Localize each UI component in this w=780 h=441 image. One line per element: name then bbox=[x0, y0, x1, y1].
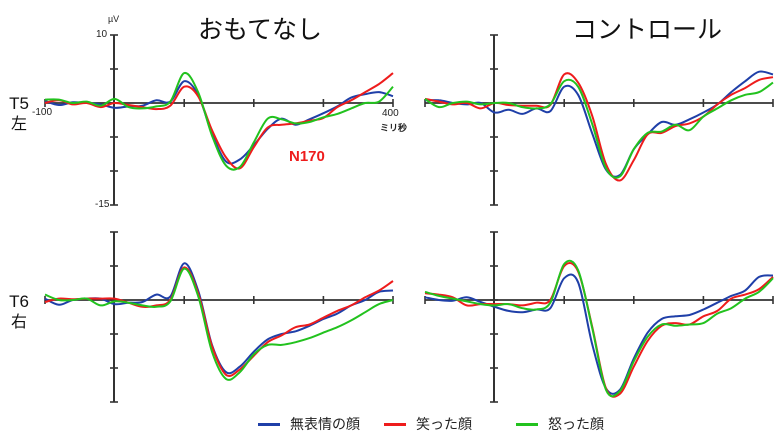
erp-line bbox=[44, 262, 394, 375]
erp-line bbox=[44, 267, 394, 381]
legend-item-smile: 笑った顔 bbox=[384, 414, 472, 434]
erp-line bbox=[424, 261, 774, 398]
legend-label-angry: 怒った顔 bbox=[548, 417, 604, 433]
erp-line bbox=[424, 78, 774, 179]
legend-label-neutral: 無表情の顔 bbox=[290, 417, 360, 433]
panel-title-left: おもてなし bbox=[198, 15, 323, 44]
y-unit-label: µV bbox=[108, 14, 120, 24]
n170-annotation: N170 bbox=[289, 148, 325, 165]
panel-title-right: コントロール bbox=[572, 15, 723, 44]
x-max-label: 400 bbox=[382, 108, 399, 119]
row-label-bottom: T6 右 bbox=[4, 292, 34, 332]
legend-swatch-green bbox=[516, 422, 538, 426]
x-min-label: -100 bbox=[32, 107, 53, 118]
erp-line bbox=[44, 266, 394, 378]
erp-line bbox=[424, 72, 774, 182]
side-left: 左 bbox=[10, 114, 27, 133]
side-right: 右 bbox=[10, 312, 27, 331]
electrode-t5: T5 bbox=[9, 94, 29, 113]
y-min-label: -15 bbox=[95, 199, 110, 210]
legend-item-neutral: 無表情の顔 bbox=[258, 414, 360, 434]
legend-swatch-blue bbox=[258, 422, 280, 426]
erp-line bbox=[424, 273, 774, 395]
erp-line bbox=[424, 259, 774, 398]
row-label-top: T5 左 bbox=[4, 94, 34, 134]
legend-swatch-red bbox=[384, 422, 406, 426]
erp-line bbox=[44, 72, 394, 171]
erp-line bbox=[44, 72, 394, 170]
legend: 無表情の顔 笑った顔 怒った顔 bbox=[258, 414, 628, 434]
x-unit-label: ミリ秒 bbox=[380, 124, 408, 134]
electrode-t6: T6 bbox=[9, 292, 29, 311]
legend-item-angry: 怒った顔 bbox=[516, 414, 604, 434]
legend-label-smile: 笑った顔 bbox=[416, 417, 472, 433]
y-max-label: 10 bbox=[96, 29, 108, 40]
erp-line bbox=[424, 70, 774, 178]
